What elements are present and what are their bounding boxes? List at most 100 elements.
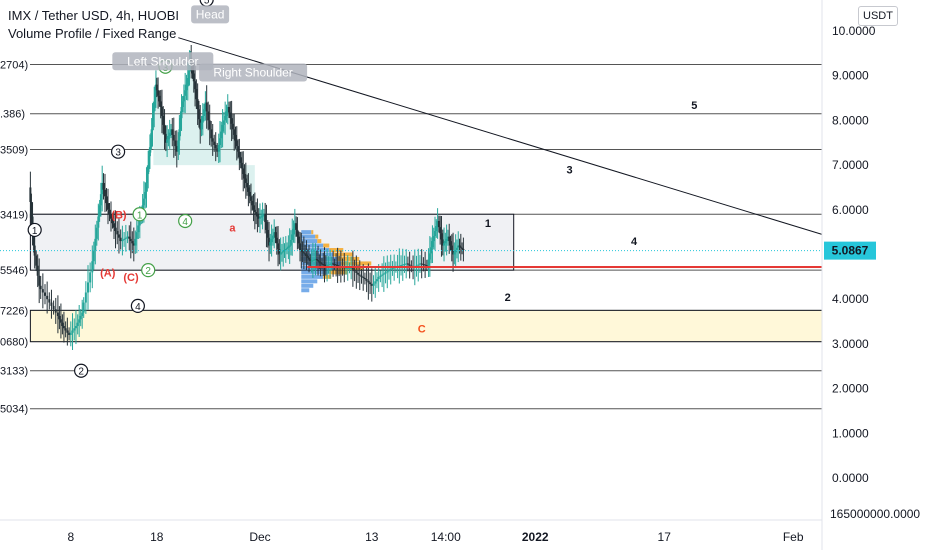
indicator-title[interactable]: Volume Profile / Fixed Range [8,26,177,41]
candle-body [313,259,316,261]
price-axis[interactable]: 11.000010.00009.00008.00007.00006.00004.… [821,0,920,550]
candle-body [255,212,258,215]
candle-body [362,276,365,278]
zones [29,213,823,343]
chart-legend: IMX / Tether USD, 4h, HUOBI Volume Profi… [8,7,179,43]
profile-bar-up [301,239,318,244]
candle-body [153,102,156,112]
candle-body [287,246,290,248]
wave-label: 4 [631,236,638,248]
pattern-label: Left Shoulder [127,54,198,68]
profile-bar-up [301,230,312,235]
candle-body [375,279,378,282]
candle-body [381,274,384,276]
candle-body [159,101,162,107]
pattern-label-bg [112,52,214,71]
candle-body [455,247,458,251]
price-tick-label: 0.0000 [832,471,869,485]
candle-body [439,227,442,234]
candle-body [91,261,94,273]
candle-body [432,236,435,242]
candle-body [247,187,250,192]
candle-body [177,140,180,152]
candle-body [265,222,268,230]
candle-body [229,112,232,119]
candle-body [332,263,335,265]
candle-body [145,182,148,192]
price-tick-label: 4.0000 [832,292,869,306]
price-tick-label: 10.0000 [832,24,876,38]
candle-body [242,168,245,175]
candle-body [62,326,65,329]
candle-body [252,205,255,210]
candle-body [322,263,325,265]
candle-body [273,232,276,236]
candle-body [187,71,190,78]
wave-label: 5 [691,100,697,112]
candle-body [311,260,314,262]
candle-body [124,237,127,239]
candle-body [302,252,305,254]
candle-body [431,241,434,248]
symbol-title[interactable]: IMX / Tether USD, 4h, HUOBI [8,8,179,23]
price-tick-label: 7.0000 [832,158,869,172]
candle-body [329,263,332,265]
candle-body [306,256,309,258]
wave-label: C [418,323,426,335]
candle-body [425,265,428,267]
candle-body [295,223,298,230]
candle-body [268,237,271,246]
candle-body [180,106,183,119]
candle-body [221,124,224,132]
profile-bar-down [315,234,319,239]
candle-body [201,115,204,123]
candle-body [440,233,443,240]
candle-body [406,263,409,265]
candle-body [304,253,307,255]
candle-body [81,312,84,316]
candle-body [297,236,300,244]
candle-body [291,234,294,240]
candle-body [213,141,216,145]
wave-label: 3 [115,148,121,159]
candle-body [244,178,247,183]
currency-button[interactable]: USDT [858,6,898,26]
candle-body [324,265,327,267]
candle-body [211,138,214,142]
candle-body [435,226,438,232]
candle-body [437,220,440,228]
candle-body [84,292,87,303]
fib-level-label: 3419) [0,209,28,221]
candle-body [458,245,461,247]
wave-label: 2 [78,367,84,378]
candle-body [73,328,76,331]
candle-body [379,275,382,277]
candle-body [367,280,370,283]
candle-body [121,239,124,242]
candle-body [452,250,455,255]
candle-body [408,264,411,266]
candle-body [400,265,403,267]
candle-body [233,129,236,135]
candle-body [405,263,408,265]
candle-body [30,201,33,217]
candle-body [222,120,225,125]
wave-label: 4 [182,217,188,228]
candle-body [384,272,387,274]
candle-body [308,257,311,260]
price-tick-label: 8.0000 [832,113,869,127]
candle-body [150,129,153,139]
candle-body [113,223,116,228]
last-price-badge [824,241,876,260]
candle-body [114,227,117,232]
candle-body [323,264,326,266]
candle-body [101,182,104,195]
candle-body [219,138,222,145]
candle-body [454,250,457,253]
time-axis[interactable]: 8 18 Dec 13 14:00 2022 17 Feb [0,519,822,544]
candle-body [335,264,338,266]
candle-body [95,227,98,239]
candle-body [351,267,354,270]
candle-body [220,131,223,139]
candle-body [305,254,308,257]
